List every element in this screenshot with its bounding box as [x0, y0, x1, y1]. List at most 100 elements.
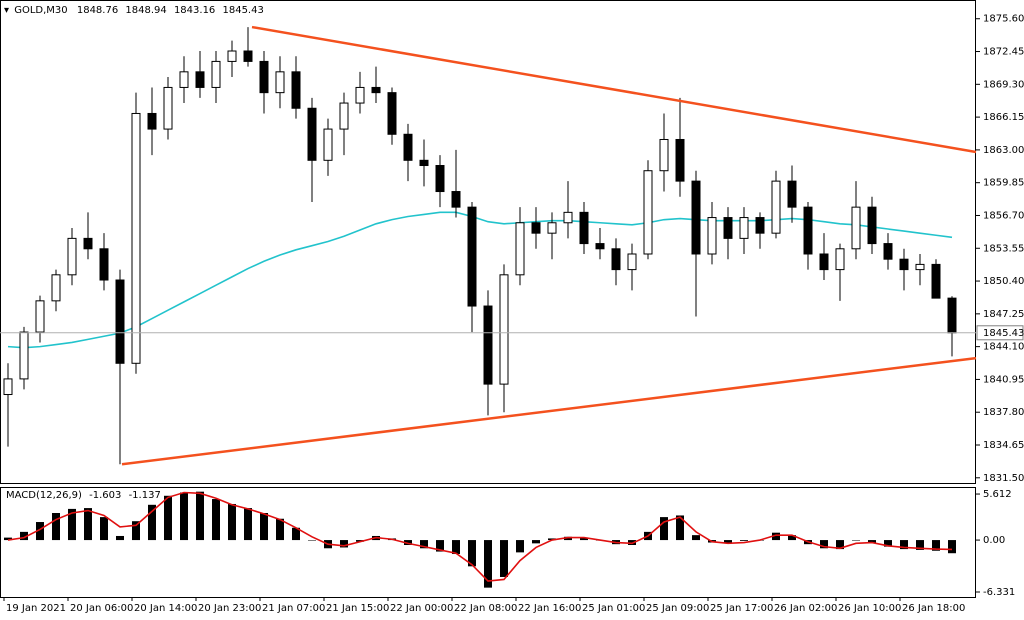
- candle-body: [51, 274, 61, 302]
- candle-body: [131, 112, 141, 364]
- x-tick-label: 26 Jan 02:00: [774, 603, 837, 614]
- y-tick-label: -6.331: [983, 587, 1015, 598]
- trendline: [251, 25, 977, 154]
- macd-bar: [308, 540, 316, 541]
- y-tick-label: 1875.60: [983, 14, 1024, 25]
- bar-open: 1848.76: [77, 5, 118, 16]
- y-tick-label: 1853.55: [983, 243, 1024, 254]
- macd-bar: [292, 527, 300, 541]
- macd-bar: [884, 540, 892, 547]
- candle-body: [163, 86, 173, 130]
- macd-bar: [180, 492, 188, 541]
- candle-body: [19, 331, 29, 380]
- y-tick-label: 1847.25: [983, 309, 1024, 320]
- candle-body: [451, 191, 461, 208]
- candle-body: [819, 253, 829, 271]
- candle-body: [627, 253, 637, 271]
- macd-bar: [84, 508, 92, 541]
- candle-body: [291, 71, 301, 109]
- y-tick-label: 5.612: [983, 489, 1012, 500]
- x-tick-label: 22 Jan 08:00: [454, 603, 517, 614]
- candle-body: [307, 107, 317, 161]
- macd-bar: [868, 540, 876, 543]
- macd-bar: [260, 513, 268, 541]
- candle-body: [3, 378, 13, 396]
- x-tick-label: 26 Jan 18:00: [902, 603, 965, 614]
- candle-body: [867, 206, 877, 245]
- macd-bar: [692, 535, 700, 541]
- candle-body: [547, 222, 557, 234]
- candle-body: [387, 92, 397, 135]
- macd-bar: [788, 535, 796, 541]
- candle-body: [83, 237, 93, 250]
- candle-body: [611, 248, 621, 271]
- macd-bar: [740, 540, 748, 541]
- y-tick-label: 1859.85: [983, 178, 1024, 189]
- macd-bar: [52, 513, 60, 541]
- macd-bar: [420, 540, 428, 549]
- y-tick-label: 1866.15: [983, 112, 1024, 123]
- macd-plot: [4, 491, 956, 588]
- y-tick-label: 1840.95: [983, 374, 1024, 385]
- candle-body: [99, 248, 109, 281]
- macd-bar: [116, 535, 124, 541]
- macd-bar: [468, 540, 476, 567]
- indicator-name: MACD(12,26,9): [6, 490, 82, 501]
- candle-body: [803, 206, 813, 255]
- candle-body: [243, 50, 253, 62]
- candle-body: [419, 159, 429, 167]
- candle-body: [467, 206, 477, 307]
- x-tick-label: 21 Jan 07:00: [262, 603, 325, 614]
- candle-body: [147, 112, 157, 130]
- macd-bar: [212, 499, 220, 541]
- macd-bar: [516, 540, 524, 553]
- candle-body: [835, 248, 845, 271]
- macd-bar: [148, 504, 156, 541]
- candle-body: [723, 217, 733, 239]
- candle-body: [739, 217, 749, 239]
- collapse-icon[interactable]: ▾: [4, 5, 9, 16]
- candle-body: [579, 211, 589, 245]
- macd-bar: [436, 540, 444, 552]
- x-tick-label: 20 Jan 14:00: [134, 603, 197, 614]
- macd-bar: [4, 537, 12, 541]
- bar-close: 1845.43: [222, 5, 263, 16]
- macd-bar: [724, 540, 732, 544]
- trendline: [121, 356, 977, 466]
- candle-body: [339, 102, 349, 130]
- symbol: GOLD,M30: [14, 5, 67, 16]
- candle-body: [691, 180, 701, 255]
- candle-body: [883, 243, 893, 260]
- price-tag-label: 1845.43: [983, 328, 1024, 339]
- macd-bar: [68, 508, 76, 541]
- candle-body: [787, 180, 797, 208]
- candle-body: [675, 138, 685, 182]
- candle-body: [851, 206, 861, 250]
- candle-body: [531, 222, 541, 234]
- candle-body: [659, 138, 669, 172]
- macd-bar: [244, 508, 252, 541]
- candle-body: [371, 86, 381, 94]
- candle-body: [35, 300, 45, 333]
- axes: 1875.60 1872.45 1869.30 1866.15 1863.00 1859.…: [3, 14, 1024, 614]
- y-tick-label: 0.00: [983, 535, 1005, 546]
- candle-body: [259, 60, 269, 94]
- price-tag: [976, 325, 1024, 341]
- macd-bar: [548, 538, 556, 541]
- macd-bar: [36, 522, 44, 541]
- candle-body: [179, 71, 189, 88]
- x-tick-label: 19 Jan 2021: [6, 603, 66, 614]
- candle-body: [755, 217, 765, 234]
- candle-body: [435, 165, 445, 193]
- macd-value: -1.603: [89, 490, 121, 501]
- x-tick-label: 25 Jan 09:00: [646, 603, 709, 614]
- candle-body: [643, 170, 653, 255]
- macd-bar: [484, 540, 492, 588]
- moving-average: [7, 211, 953, 349]
- macd-bar: [916, 540, 924, 550]
- y-tick-label: 1831.50: [983, 473, 1024, 484]
- macd-bar: [948, 540, 956, 554]
- macd-bar: [452, 540, 460, 555]
- macd-bar: [772, 532, 780, 541]
- candle-body: [563, 211, 573, 224]
